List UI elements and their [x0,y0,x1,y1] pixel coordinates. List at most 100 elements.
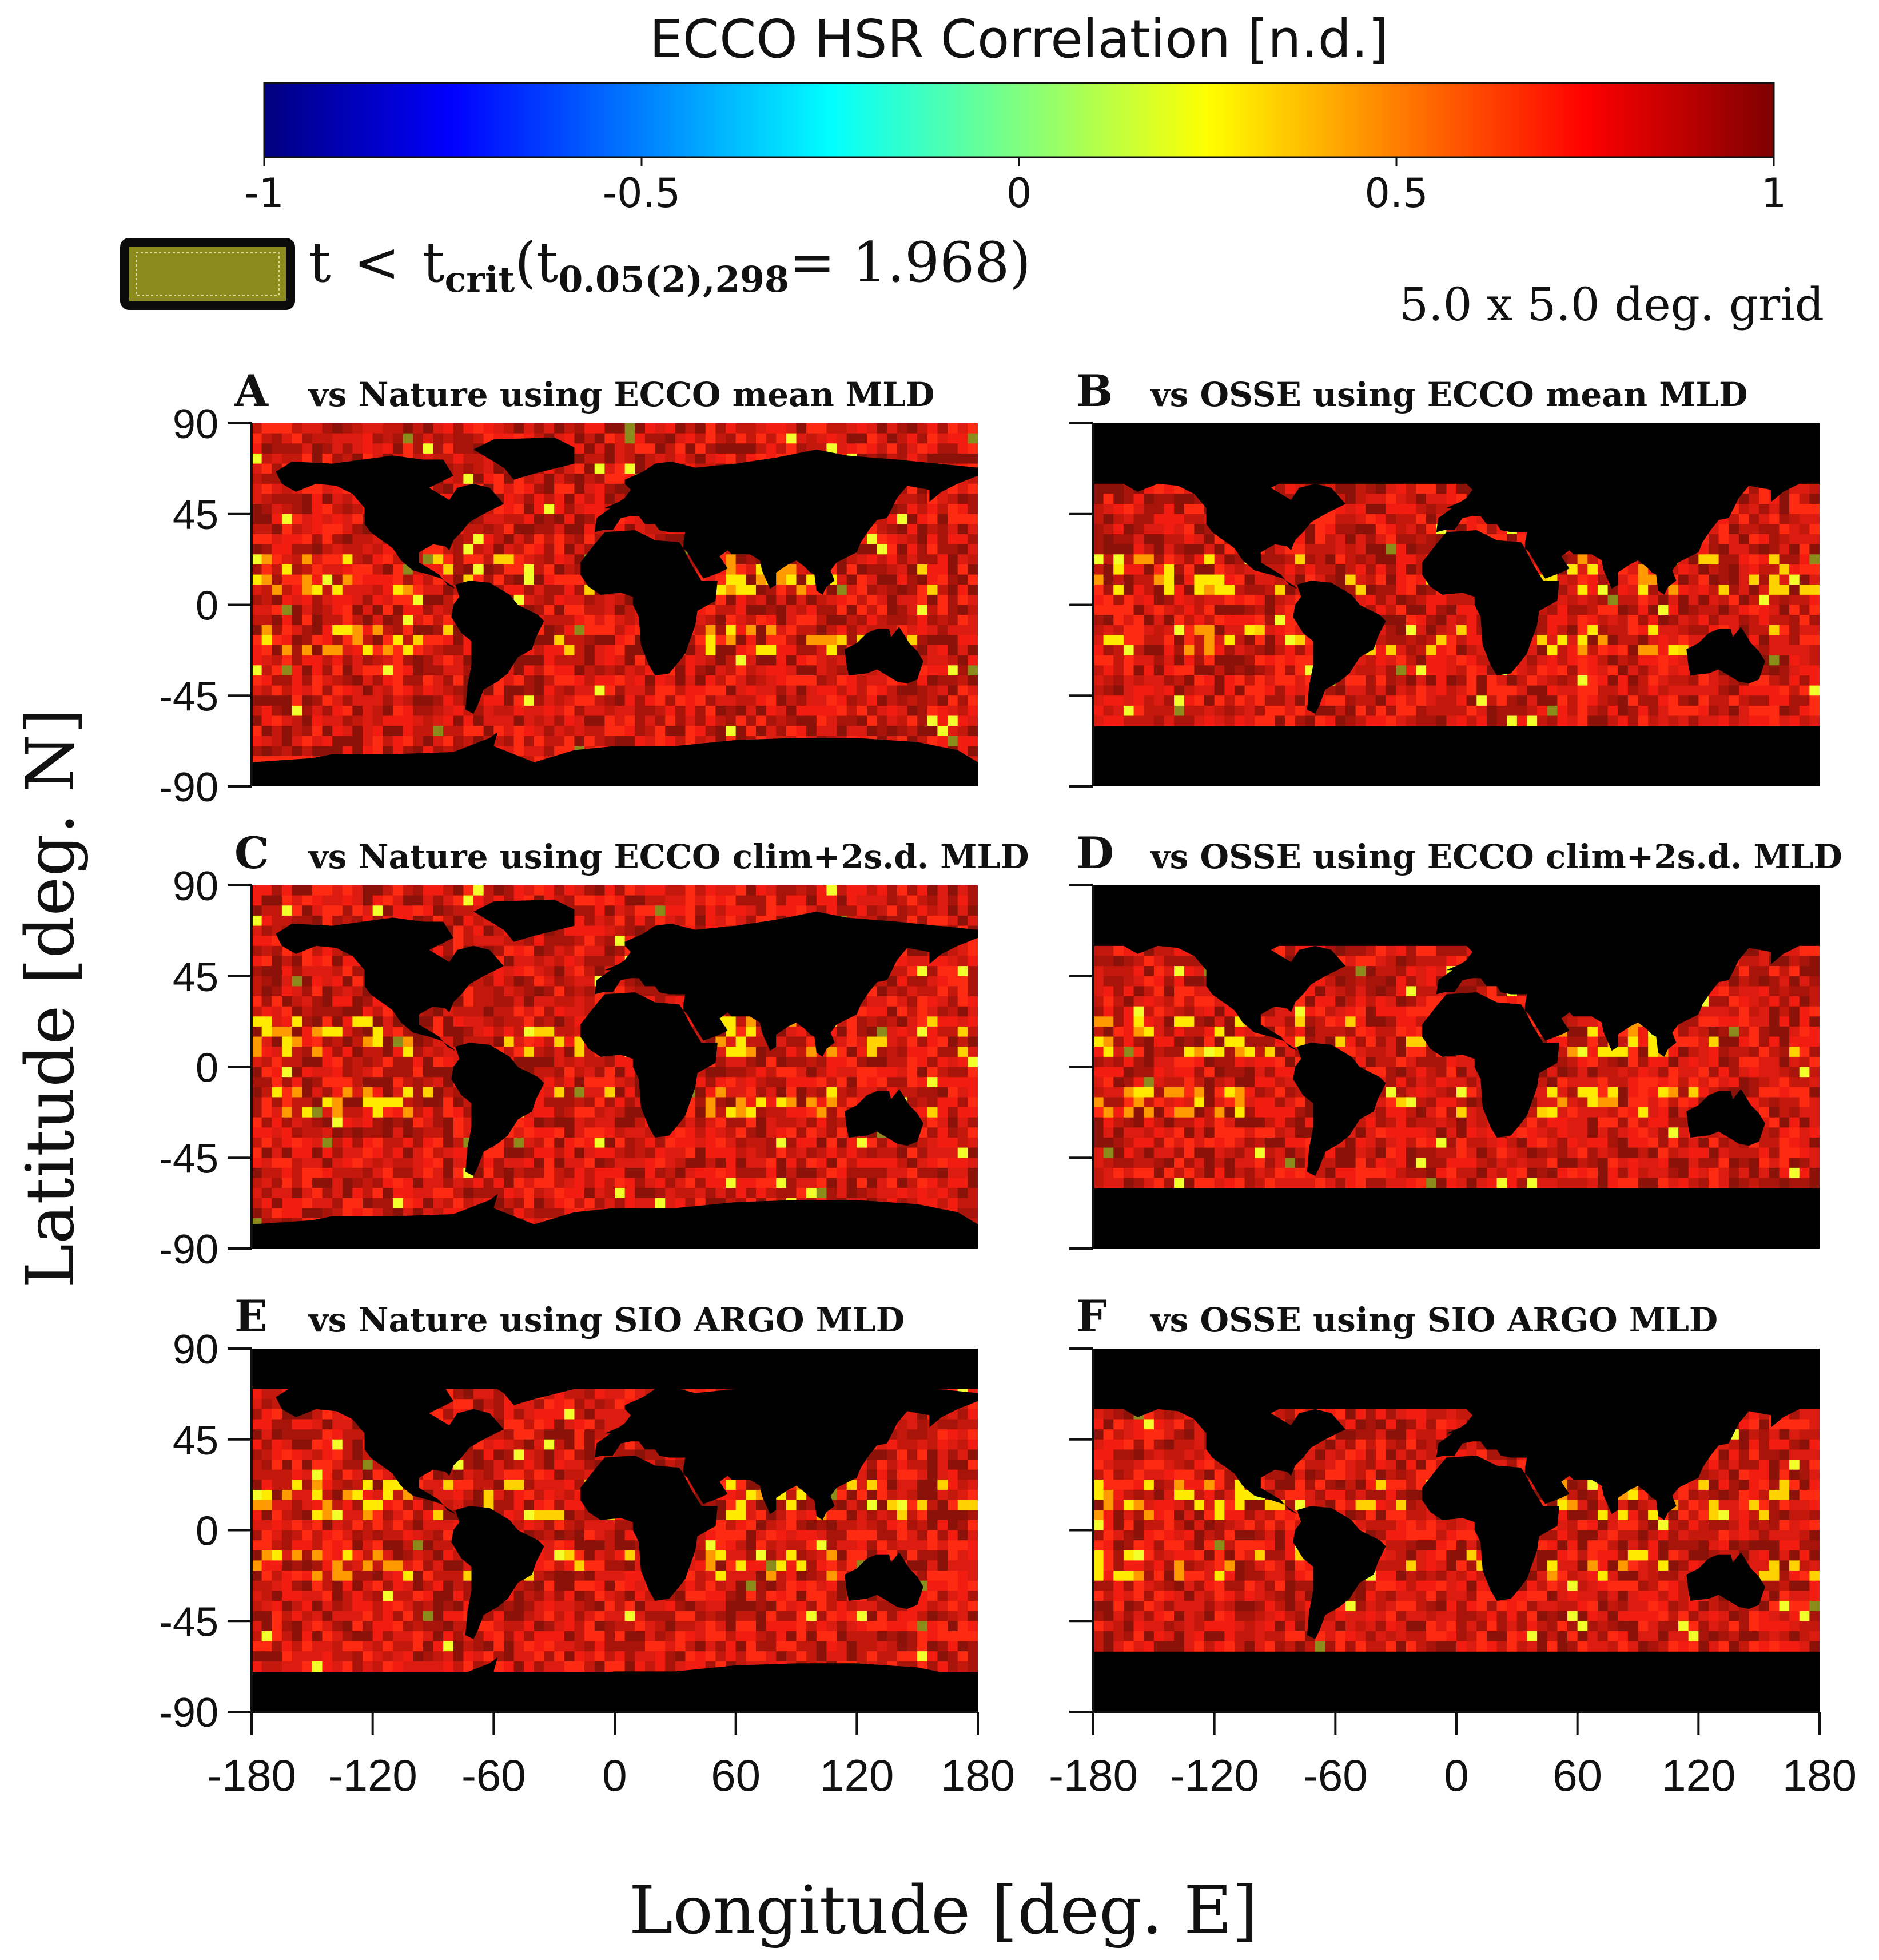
heatmap-cell [483,554,494,565]
heatmap-cell [837,905,847,916]
heatmap-cell [1366,504,1376,515]
heatmap-cell [1678,715,1689,726]
heatmap-cell [1123,554,1134,565]
heatmap-cell [1678,675,1689,686]
heatmap-cell [261,615,272,626]
heatmap-cell [877,905,887,916]
heatmap-cell [1486,705,1498,717]
heatmap-cell [1153,705,1165,717]
heatmap-cell [1234,715,1245,726]
heatmap-cell [957,895,968,906]
heatmap-cell [574,504,585,515]
heatmap-cell [1204,675,1215,686]
heatmap-cell [1396,574,1407,585]
heatmap-cell [644,705,656,717]
heatmap-cell [292,615,302,626]
map [252,423,978,786]
heatmap-cell [1416,544,1427,555]
heatmap-cell [1234,695,1245,706]
heatmap-cell [746,655,757,666]
heatmap-cell [735,625,746,636]
heatmap-cell [927,564,938,575]
heatmap-cell [1436,665,1447,676]
heatmap-cell [1325,524,1336,535]
heatmap-cell [483,423,494,434]
heatmap-cell [322,564,333,575]
heatmap-cell [292,554,302,565]
heatmap-cell [1275,645,1285,656]
heatmap-cell [372,736,383,747]
heatmap-cell [392,605,404,615]
heatmap-cell [403,433,413,444]
heatmap-cell [846,423,857,434]
heatmap-cell [746,443,757,454]
heatmap-cell [948,915,958,927]
heatmap-cell [685,685,696,696]
heatmap-cell [624,675,635,686]
heatmap-cell [281,594,293,606]
heatmap-cell [1396,585,1407,595]
heatmap-cell [857,554,867,565]
heatmap-cell [968,736,978,747]
heatmap-cell [1103,665,1114,676]
heatmap-cell [897,443,908,454]
heatmap-cell [513,494,524,504]
heatmap-cell [1587,695,1598,706]
heatmap-cell [746,423,757,434]
heatmap-cell [968,564,978,575]
heatmap-cell [726,554,737,565]
heatmap-cell [513,423,524,434]
heatmap-cell [1113,554,1124,565]
heatmap-cell [685,453,696,464]
heatmap-cell [1366,685,1376,696]
heatmap-cell [615,685,626,696]
heatmap-cell [887,564,898,575]
heatmap-cell [1426,524,1437,535]
heatmap-cell [1729,585,1739,595]
heatmap-cell [1164,625,1175,636]
heatmap-cell [857,574,867,585]
heatmap-cell [1486,695,1498,706]
heatmap-cell [493,514,504,524]
heatmap-cell [806,433,817,444]
heatmap-cell [624,625,635,636]
heatmap-cell [554,635,565,646]
heatmap-cell [715,715,726,726]
heatmap-cell [544,615,555,626]
heatmap-cell [1446,655,1457,666]
heatmap-cell [1366,534,1376,545]
heatmap-cell [1416,715,1427,726]
heatmap-cell [1577,594,1588,606]
heatmap-cell [1648,655,1659,666]
heatmap-cell [1103,494,1114,504]
heatmap-cell [1698,605,1709,615]
heatmap-cell [1164,494,1175,504]
heatmap-cell [1123,715,1134,726]
heatmap-cell [1184,615,1195,626]
heatmap-cell [866,605,878,615]
heatmap-cell [826,423,837,434]
heatmap-cell [1355,585,1366,595]
heatmap-cell [272,895,282,906]
heatmap-cell [1759,635,1770,646]
heatmap-cell [917,966,928,977]
heatmap-cell [272,483,282,495]
heatmap-cell [312,585,323,595]
heatmap-cell [685,895,696,906]
heatmap-cell [1386,635,1396,646]
heatmap-cell [1234,685,1245,696]
heatmap-cell [1375,635,1387,646]
heatmap-cell [1708,615,1719,626]
heatmap-cell [1194,675,1205,686]
heatmap-cell [574,443,585,454]
heatmap-cell [826,726,837,737]
heatmap-cell [463,534,474,545]
heatmap-cell [1275,483,1285,495]
heatmap-cell [766,665,777,676]
heatmap-cell [644,524,656,535]
heatmap-cell [524,726,535,737]
heatmap-cell [252,605,262,615]
heatmap-cell [1093,705,1104,717]
heatmap-cell [1557,635,1568,646]
heatmap-cell [897,504,908,515]
